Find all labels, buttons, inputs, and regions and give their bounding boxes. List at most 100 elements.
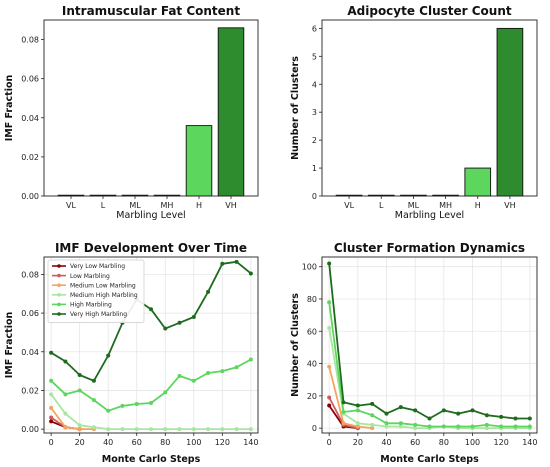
data-point [441, 408, 446, 413]
bar-h [464, 167, 492, 197]
x-axis-label: Marbling Level [116, 210, 185, 221]
data-point [49, 350, 54, 355]
data-point [220, 369, 225, 374]
data-point [527, 424, 532, 429]
plot-frame [321, 19, 538, 197]
data-point [63, 392, 68, 397]
data-point [177, 373, 182, 378]
y-tick-label: 2 [312, 136, 317, 145]
data-point [191, 314, 196, 319]
y-tick-label: 100 [302, 263, 317, 272]
legend-marker [57, 273, 61, 278]
data-point [355, 408, 360, 413]
x-tick-label: 140 [522, 438, 537, 447]
data-point [413, 422, 418, 427]
data-point [177, 320, 182, 325]
data-point [191, 427, 196, 432]
data-point [149, 401, 153, 406]
x-tick-label: 20 [75, 438, 85, 447]
data-point [191, 378, 196, 383]
data-point [91, 398, 96, 403]
y-tick-label: 0.00 [21, 425, 39, 434]
data-point [470, 424, 475, 429]
y-tick-label: 0.06 [21, 75, 39, 84]
data-point [234, 259, 239, 264]
data-point [63, 359, 68, 364]
data-point [370, 413, 375, 418]
y-tick-label: 60 [307, 327, 317, 336]
data-point [49, 405, 54, 410]
y-tick-label: 0.04 [21, 348, 39, 357]
data-point [327, 403, 332, 408]
data-point [470, 408, 475, 413]
legend-marker [57, 293, 61, 297]
data-point [63, 425, 68, 430]
x-tick-label: VH [504, 201, 516, 210]
data-point [355, 421, 360, 426]
x-tick-label: VH [225, 201, 237, 210]
data-point [234, 365, 239, 370]
cluster-count-chart: 0 1 2 3 4 5 6 VL L ML MH H VH Adipocyte Cluster Count… [290, 4, 538, 221]
data-point [456, 411, 461, 416]
data-point [384, 424, 389, 429]
bar-h [185, 125, 213, 197]
data-point [120, 427, 125, 432]
x-tick-label: 80 [439, 438, 449, 447]
data-point [120, 403, 125, 408]
series-line-2 [50, 407, 94, 431]
data-point [499, 414, 504, 419]
data-point [384, 421, 389, 426]
x-tick-label: ML [408, 201, 420, 210]
data-point [77, 388, 82, 393]
data-point [413, 426, 418, 431]
data-point [134, 427, 139, 432]
y-axis-label: Number of Clusters [290, 56, 301, 160]
data-point [341, 410, 346, 415]
legend-marker [57, 302, 61, 307]
y-tick-label: 6 [312, 24, 317, 33]
data-point [91, 425, 96, 430]
data-point [149, 307, 153, 312]
x-tick-label: 60 [132, 438, 142, 447]
y-tick-label: 0.08 [21, 270, 39, 279]
data-point [220, 427, 225, 432]
data-point [106, 427, 111, 432]
cluster-dynamics-chart: 0 20 40 60 80 100 120 140 0 20 40 60 80 100 Cluster Fo… [290, 241, 537, 465]
data-point [49, 378, 54, 383]
data-point [163, 326, 168, 331]
data-point [327, 395, 332, 400]
data-point [484, 413, 489, 418]
data-point [49, 419, 54, 424]
y-tick-label: 3 [312, 108, 317, 117]
y-tick-label: 5 [312, 52, 317, 61]
chart-title: Intramuscular Fat Content [62, 4, 240, 18]
data-point [513, 416, 518, 421]
x-tick-label: ML [129, 201, 141, 210]
y-tick-label: 0.00 [21, 192, 39, 201]
chart-title: IMF Development Over Time [55, 241, 247, 255]
x-tick-label: 40 [103, 438, 113, 447]
legend-label: Very High Marbling [70, 311, 127, 318]
plot-frame [43, 19, 259, 197]
x-tick-label: 60 [410, 438, 420, 447]
data-point [355, 403, 360, 408]
x-tick-label: 120 [494, 438, 509, 447]
x-tick-label: 40 [381, 438, 391, 447]
data-point [248, 271, 253, 276]
data-point [398, 424, 403, 429]
legend-marker [57, 312, 61, 316]
series-line-4 [328, 302, 530, 428]
imf-content-chart: 0.00 0.02 0.04 0.06 0.08 VL L ML MH H VH Intramuscu… [4, 4, 259, 221]
data-point [341, 421, 346, 426]
legend-marker [57, 283, 61, 288]
x-tick-label: MH [439, 201, 452, 210]
x-tick-label: 80 [160, 438, 170, 447]
series-line-5 [328, 263, 530, 420]
y-axis-label: Number of Clusters [290, 293, 301, 397]
legend-label: Medium Low Marbling [70, 282, 136, 289]
data-point [413, 408, 418, 413]
data-point [427, 424, 432, 429]
legend: Very Low Marbling Low Marbling Medium Low … [47, 259, 145, 323]
legend-label: Very Low Marbling [70, 263, 125, 270]
legend-label: High Marbling [70, 302, 112, 309]
